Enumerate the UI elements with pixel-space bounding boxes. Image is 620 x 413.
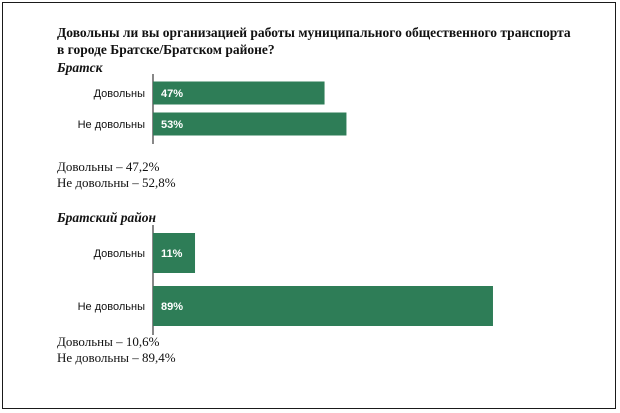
bar-bratsk-0	[153, 81, 325, 105]
page-title: Довольны ли вы организацией работы муниц…	[57, 25, 571, 57]
summary-bratsk-satisfied: Довольны – 47,2%	[57, 159, 160, 174]
summary-district-satisfied: Довольны – 10,6%	[57, 334, 160, 349]
bar-district-1	[153, 286, 493, 326]
value-label-district-0: 11%	[161, 248, 183, 260]
section-title-bratsk: Братск	[57, 60, 103, 75]
summary-district-unsatisfied: Не довольны – 89,4%	[57, 350, 176, 365]
value-label-bratsk-0: 47%	[161, 88, 183, 100]
bar-bratsk-1	[153, 112, 347, 136]
slide-frame	[2, 2, 616, 409]
chart-bratsk-district: Довольны 11% Не довольны 89%	[0, 225, 600, 335]
bar-district-0	[153, 233, 196, 273]
value-label-bratsk-1: 53%	[161, 119, 183, 131]
summary-bratsk-unsatisfied: Не довольны – 52,8%	[57, 175, 176, 190]
summary-bratsk: Довольны – 47,2% Не довольны – 52,8%	[57, 159, 176, 191]
section-title-bratsk-district: Братский район	[57, 210, 157, 225]
summary-bratsk-district: Довольны – 10,6% Не довольны – 89,4%	[57, 334, 176, 366]
chart-bratsk: Довольны 47% Не довольны 53%	[0, 74, 600, 144]
category-label-bratsk-0: Довольны	[94, 88, 146, 100]
category-label-bratsk-1: Не довольны	[78, 119, 145, 131]
category-label-district-0: Довольны	[94, 248, 146, 260]
value-label-district-1: 89%	[161, 301, 183, 313]
category-label-district-1: Не довольны	[78, 301, 145, 313]
